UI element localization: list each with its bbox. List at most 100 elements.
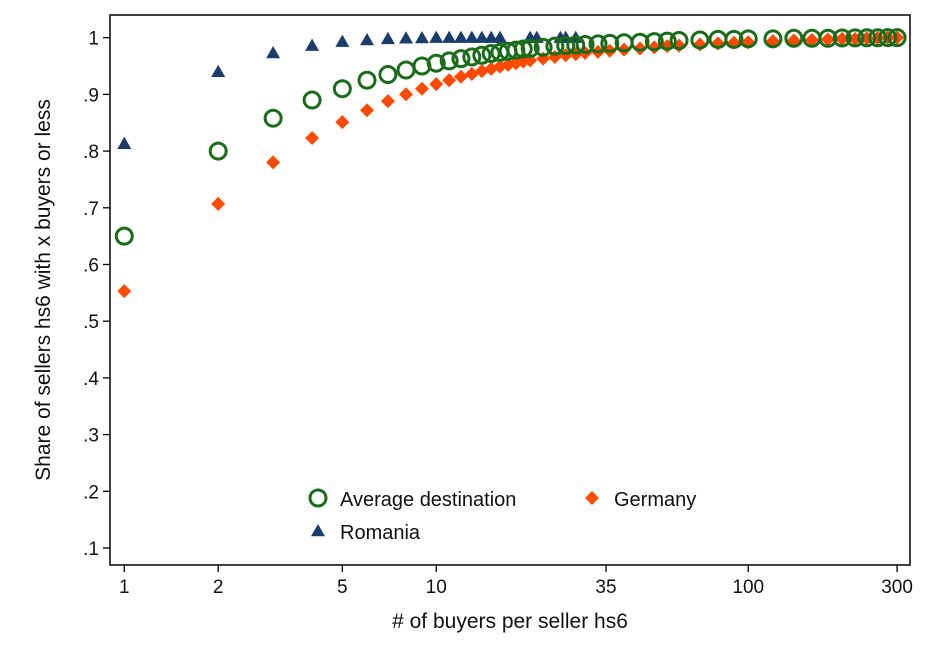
data-point	[506, 40, 526, 60]
y-tick-label: .4	[83, 369, 99, 390]
data-point	[492, 30, 507, 43]
data-point	[378, 65, 398, 85]
data-point	[464, 30, 479, 43]
data-point	[302, 90, 322, 110]
plot-area	[109, 14, 911, 566]
legend-label: Average destination	[340, 489, 516, 511]
legend-marker	[311, 524, 325, 537]
y-tick-label: .5	[83, 312, 99, 333]
data-point	[360, 32, 375, 46]
data-point	[472, 45, 492, 65]
data-point	[520, 38, 540, 58]
data-point	[887, 28, 907, 48]
data-point	[360, 103, 375, 118]
data-point	[633, 41, 648, 56]
x-tick-label: 10	[426, 577, 447, 598]
data-point	[266, 45, 281, 59]
data-point	[566, 35, 586, 55]
x-tick-label: 5	[337, 577, 348, 598]
data-point	[588, 34, 608, 54]
data-point	[533, 37, 553, 57]
data-point	[818, 28, 838, 48]
data-point	[878, 28, 898, 48]
legend-marker	[585, 491, 599, 505]
data-point	[804, 32, 819, 47]
data-point	[414, 30, 429, 44]
data-point	[820, 32, 835, 47]
data-point	[357, 70, 377, 90]
data-point	[263, 108, 283, 128]
data-point	[399, 31, 414, 44]
data-point	[211, 64, 226, 77]
data-point	[763, 29, 783, 49]
data-series	[114, 28, 907, 299]
data-point	[845, 28, 865, 48]
y-tick-label: .8	[83, 142, 99, 163]
data-point	[442, 30, 457, 43]
x-tick-label: 35	[595, 577, 616, 598]
data-point	[647, 40, 662, 55]
data-point	[669, 31, 689, 51]
data-point	[439, 51, 459, 71]
data-point	[600, 33, 620, 53]
data-point	[545, 36, 565, 56]
x-tick-label: 300	[881, 577, 913, 598]
data-point	[211, 196, 226, 211]
data-point	[332, 79, 352, 99]
data-point	[630, 32, 650, 52]
legend: Average destination Germany Romania	[308, 488, 696, 544]
data-point	[114, 226, 134, 246]
data-point	[462, 47, 482, 67]
y-tick-label: .1	[83, 539, 99, 560]
data-point	[868, 28, 888, 48]
y-axis: .1 .2 .3 .4 .5 .6 .7 .8 .9 1	[83, 29, 110, 560]
data-point	[575, 34, 595, 54]
x-axis: 1 2 5 10 35 100 300	[119, 565, 913, 598]
y-axis-title: Share of sellers hs6 with x buyers or le…	[32, 99, 55, 481]
x-tick-label: 1	[119, 577, 130, 598]
legend-label: Germany	[614, 489, 696, 511]
data-point	[451, 49, 471, 69]
x-tick-label: 2	[213, 577, 224, 598]
x-axis-title: # of buyers per seller hs6	[392, 610, 628, 633]
data-point	[474, 30, 489, 43]
data-point	[690, 30, 710, 50]
data-point	[335, 34, 350, 47]
data-point	[380, 31, 395, 45]
data-point	[117, 136, 132, 149]
data-point	[335, 115, 350, 130]
data-point	[429, 30, 444, 43]
y-tick-label: 1	[88, 29, 99, 50]
data-point	[513, 39, 533, 59]
data-point	[738, 29, 758, 49]
data-point	[724, 29, 744, 49]
legend-label: Romania	[340, 522, 421, 544]
y-tick-label: .6	[83, 255, 99, 276]
y-tick-label: .3	[83, 426, 99, 447]
data-point	[305, 131, 320, 146]
data-point	[117, 284, 132, 299]
data-point	[380, 94, 395, 109]
data-point	[453, 30, 468, 43]
data-point	[832, 28, 852, 48]
data-point	[835, 31, 850, 46]
data-point	[657, 31, 677, 51]
data-point	[426, 53, 446, 73]
data-point	[442, 73, 457, 88]
data-point	[453, 69, 468, 84]
series-average-destination	[114, 28, 907, 246]
y-tick-label: .7	[83, 199, 99, 220]
data-point	[399, 87, 414, 102]
data-point	[556, 36, 576, 56]
data-point	[414, 81, 429, 96]
x-tick-label: 100	[732, 577, 764, 598]
data-point	[305, 38, 320, 51]
data-point	[644, 32, 664, 52]
data-point	[501, 57, 516, 72]
data-point	[474, 64, 489, 79]
legend-marker	[308, 488, 328, 508]
data-point	[429, 77, 444, 92]
data-point	[464, 66, 479, 81]
y-tick-label: .2	[83, 482, 99, 503]
